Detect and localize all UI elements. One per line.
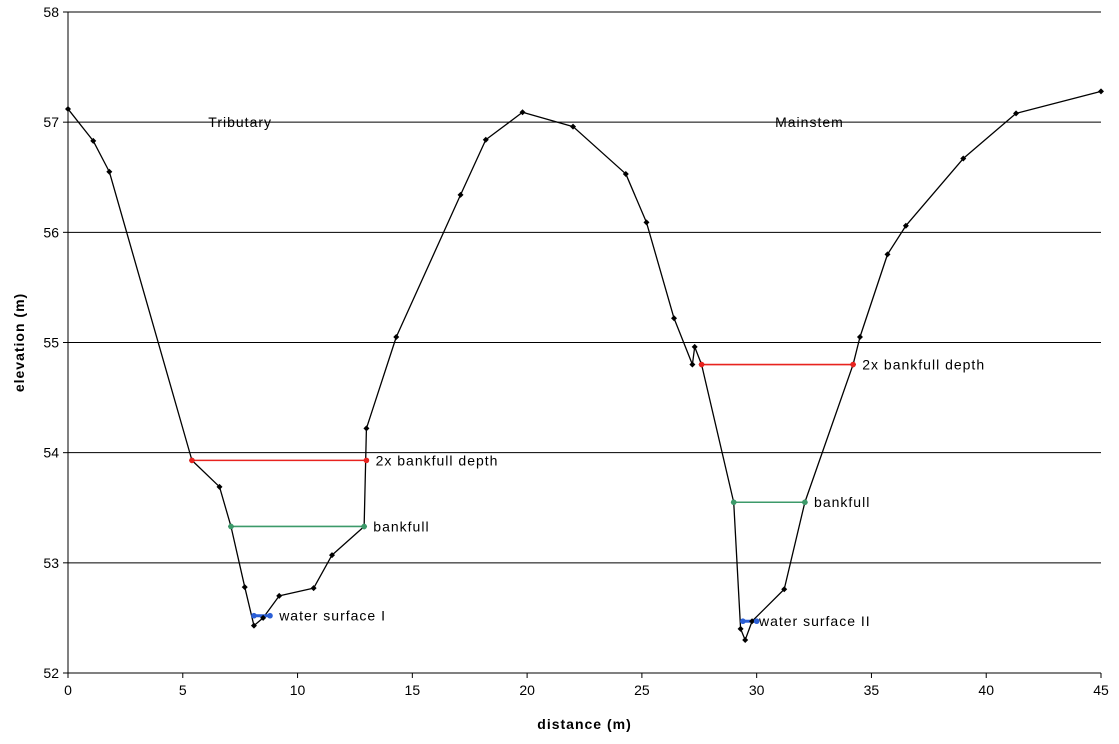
level-endpoint	[251, 612, 257, 619]
annotation-label: water surface I	[278, 608, 386, 624]
data-point	[106, 168, 113, 175]
data-point	[1013, 110, 1020, 117]
x-tick-label: 15	[405, 682, 421, 698]
axes: 52 53 54 55 56 57 58 0 5 10 15 20 25 30 35 40 45	[43, 4, 1109, 698]
data-point	[482, 136, 489, 143]
gridlines	[68, 11, 1101, 674]
level-endpoint	[363, 457, 370, 464]
data-point	[1098, 88, 1104, 95]
data-point	[260, 614, 267, 621]
x-tick-label: 25	[634, 682, 650, 698]
data-point	[960, 155, 967, 162]
data-point	[310, 585, 317, 592]
data-point	[671, 315, 678, 322]
data-point	[90, 137, 97, 144]
y-tick-label: 54	[43, 445, 59, 461]
level-endpoint	[802, 499, 808, 506]
level-endpoint	[850, 361, 856, 368]
data-point	[781, 586, 788, 593]
data-point	[250, 622, 257, 629]
y-tick-label: 53	[43, 555, 59, 571]
data-point	[328, 552, 335, 559]
data-point	[65, 105, 71, 112]
annotation-label: water surface II	[758, 613, 871, 629]
level-endpoint	[730, 499, 737, 506]
data-point	[737, 625, 744, 632]
x-tick-label: 35	[864, 682, 880, 698]
x-tick-label: 40	[978, 682, 994, 698]
data-point	[241, 584, 248, 591]
x-tick-label: 5	[179, 682, 187, 698]
x-tick-label: 20	[519, 682, 535, 698]
series-profile-line	[67, 90, 1102, 641]
data-point	[276, 592, 283, 599]
x-tick-label: 0	[64, 682, 72, 698]
level-endpoint	[189, 457, 195, 464]
level-endpoint	[228, 523, 234, 530]
x-tick-label: 10	[290, 682, 306, 698]
data-point	[643, 219, 650, 226]
data-point	[884, 251, 891, 258]
data-point	[363, 425, 370, 432]
annotations: Tributary Mainstem 2x bankfull depth bankfu…	[208, 114, 985, 629]
data-point	[393, 333, 400, 340]
level-endpoint	[698, 361, 705, 368]
annotation-label: bankfull	[373, 518, 429, 534]
level-endpoint	[361, 523, 367, 530]
y-tick-label: 56	[43, 224, 59, 240]
y-tick-label: 55	[43, 335, 59, 351]
annotation-label: Tributary	[208, 114, 272, 130]
data-point	[570, 123, 577, 130]
annotation-label: Mainstem	[775, 114, 844, 130]
annotation-label: 2x bankfull depth	[376, 452, 499, 468]
data-point	[742, 636, 749, 643]
data-point	[519, 109, 526, 116]
data-point	[457, 191, 464, 198]
level-endpoint	[753, 618, 760, 625]
x-tick-label: 45	[1093, 682, 1109, 698]
y-tick-label: 52	[43, 665, 59, 681]
level-endpoint	[267, 612, 273, 619]
data-points	[65, 88, 1104, 643]
data-point	[749, 618, 756, 625]
annotation-label: bankfull	[814, 494, 870, 510]
x-axis-title: distance (m)	[537, 716, 631, 732]
level-endpoint	[740, 618, 746, 625]
data-point	[689, 361, 696, 368]
x-tick-label: 30	[749, 682, 765, 698]
y-axis-title: elevation (m)	[11, 293, 27, 392]
data-point	[691, 343, 698, 350]
annotation-label: 2x bankfull depth	[862, 357, 985, 373]
y-tick-label: 57	[43, 114, 59, 130]
data-point	[622, 170, 629, 177]
data-point	[856, 333, 863, 340]
series	[67, 90, 1102, 641]
data-point	[902, 222, 909, 229]
y-tick-label: 58	[43, 4, 59, 20]
data-point	[216, 483, 223, 490]
